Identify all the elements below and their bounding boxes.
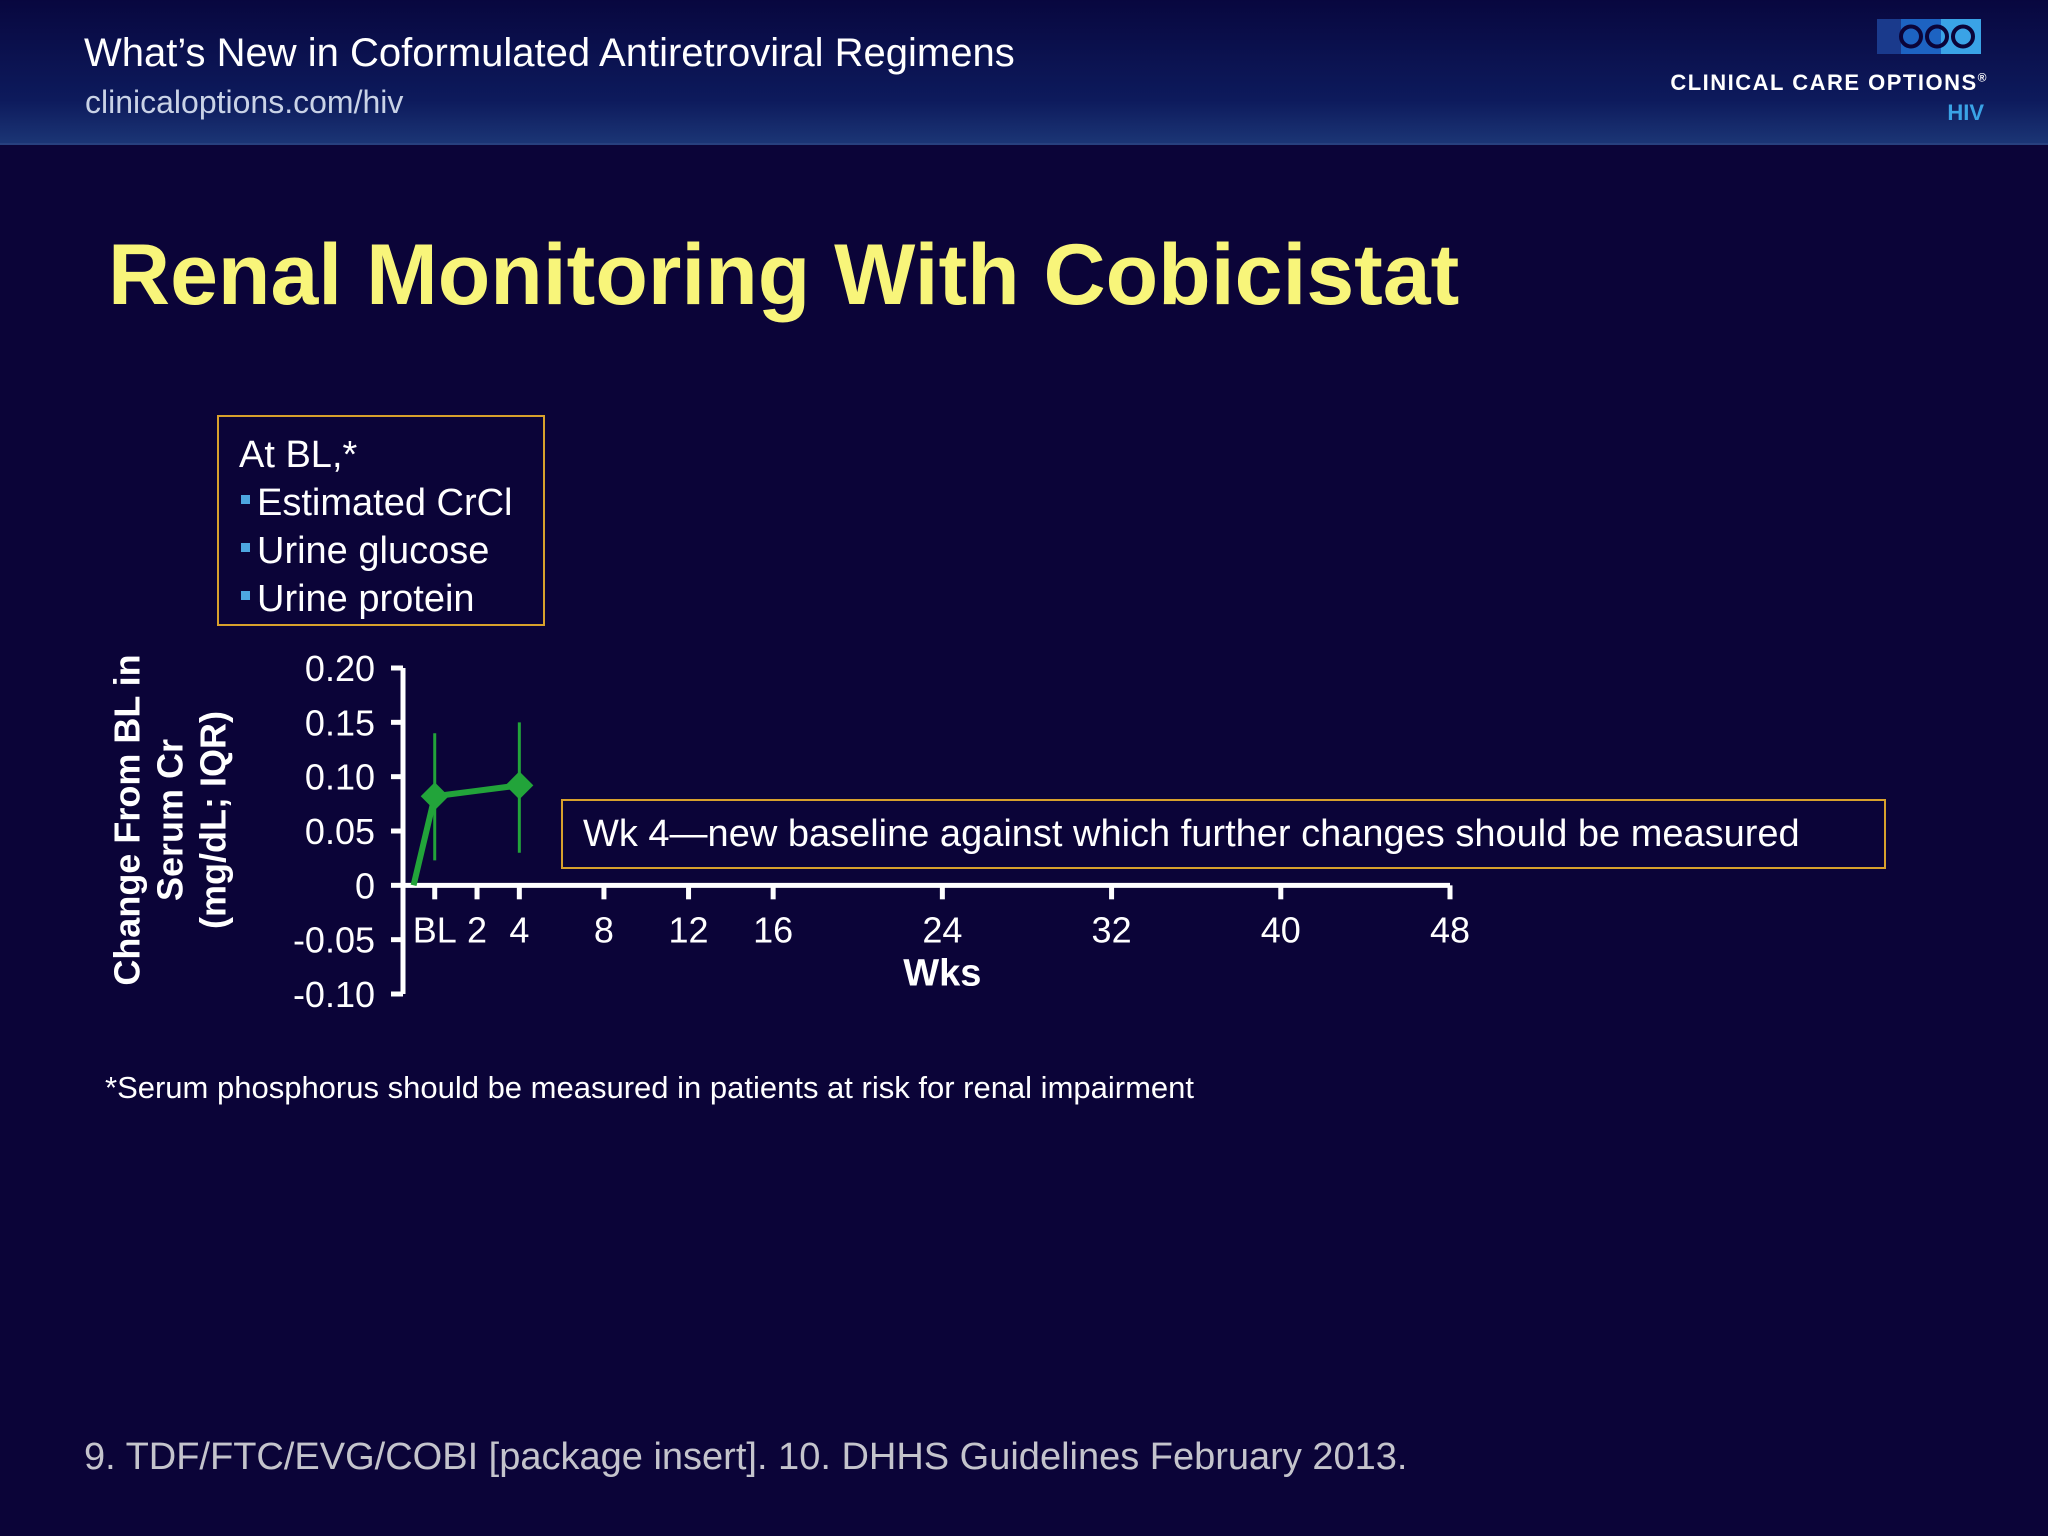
y-tick-label: 0 [355,865,375,906]
square-bullet-icon [241,543,250,552]
x-tick-label: BL [413,909,457,950]
info-box-item: Urine glucose [239,527,543,575]
square-bullet-icon [241,591,250,600]
slide-title: Renal Monitoring With Cobicistat [108,227,1460,323]
x-tick-label: 24 [922,909,962,950]
y-tick-label: -0.10 [293,974,375,1015]
x-tick-label: 32 [1092,909,1132,950]
serum-cr-series-line [410,782,520,887]
x-axis-title: Wks [903,952,981,994]
square-bullet-icon [241,495,250,504]
logo-section: HIV [1947,100,1984,125]
footnote: *Serum phosphorus should be measured in … [105,1070,1194,1105]
x-tick-label: 2 [467,909,487,950]
reference-citation: 9. TDF/FTC/EVG/COBI [package insert]. 10… [84,1436,1408,1478]
info-box-item: Urine protein [239,575,543,623]
header-title: What’s New in Coformulated Antiretrovira… [84,31,1015,75]
x-tick-label: 4 [509,909,529,950]
y-tick-label: 0.15 [305,702,375,743]
data-point-marker [505,771,534,800]
logo-name: CLINICAL CARE OPTIONS® [1670,70,1988,95]
header-url[interactable]: clinicaloptions.com/hiv [85,84,404,120]
data-point-marker [420,782,449,811]
x-tick-label: 40 [1261,909,1301,950]
y-tick-label: 0.20 [305,648,375,689]
cco-logo-icon [1877,19,1981,54]
y-tick-label: -0.05 [293,920,375,961]
info-box-list: Estimated CrCl Urine glucose Urine prote… [239,479,543,623]
info-box-heading: At BL,* [239,434,358,476]
slide-header: What’s New in Coformulated Antiretrovira… [0,0,2048,145]
week4-annotation-box: Wk 4—new baseline against which further … [561,799,1886,869]
x-tick-label: 48 [1430,909,1470,950]
info-box-item: Estimated CrCl [239,479,543,527]
x-tick-label: 8 [594,909,614,950]
baseline-info-box: At BL,* Estimated CrCl Urine glucose Uri… [217,415,545,626]
x-tick-label: 16 [753,909,793,950]
y-tick-label: 0.10 [305,757,375,798]
x-tick-label: 12 [669,909,709,950]
y-tick-label: 0.05 [305,811,375,852]
registered-mark: ® [1977,70,1988,85]
